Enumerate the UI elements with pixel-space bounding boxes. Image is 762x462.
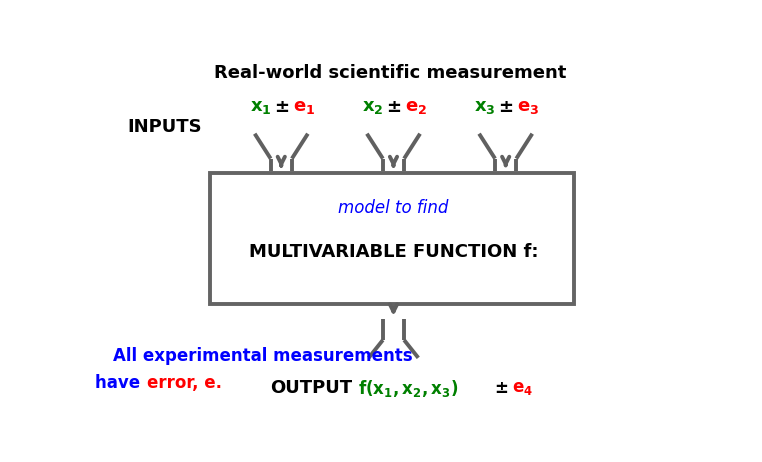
Text: All experimental measurements: All experimental measurements [113,347,412,365]
Text: MULTIVARIABLE FUNCTION f:: MULTIVARIABLE FUNCTION f: [248,243,538,261]
Text: $\mathbf{x_{2}}$: $\mathbf{x_{2}}$ [362,98,383,116]
Text: $\mathbf{\pm}$: $\mathbf{\pm}$ [274,98,289,116]
Text: have: have [94,374,146,392]
Text: $\mathbf{\pm}$: $\mathbf{\pm}$ [386,98,401,116]
Text: $\mathbf{e_{1}}$: $\mathbf{e_{1}}$ [293,98,315,116]
Text: Real-world scientific measurement: Real-world scientific measurement [214,64,567,82]
Text: $\mathbf{e_{3}}$: $\mathbf{e_{3}}$ [517,98,539,116]
Bar [210,173,574,304]
Text: $\mathbf{e_{2}}$: $\mathbf{e_{2}}$ [405,98,427,116]
Text: $\mathbf{f(x_1, x_2, x_3)}$: $\mathbf{f(x_1, x_2, x_3)}$ [358,377,459,399]
Text: $\mathbf{\pm}$: $\mathbf{\pm}$ [494,379,508,397]
Text: error, e.: error, e. [146,374,222,392]
Text: $\mathbf{e_4}$: $\mathbf{e_4}$ [511,379,533,397]
Text: $\mathbf{\pm}$: $\mathbf{\pm}$ [498,98,514,116]
Text: $\mathbf{x_{3}}$: $\mathbf{x_{3}}$ [474,98,496,116]
Text: INPUTS: INPUTS [128,118,203,135]
Text: $\mathbf{x_{1}}$: $\mathbf{x_{1}}$ [250,98,271,116]
Text: model to find: model to find [338,200,449,218]
Text: OUTPUT: OUTPUT [270,379,352,397]
